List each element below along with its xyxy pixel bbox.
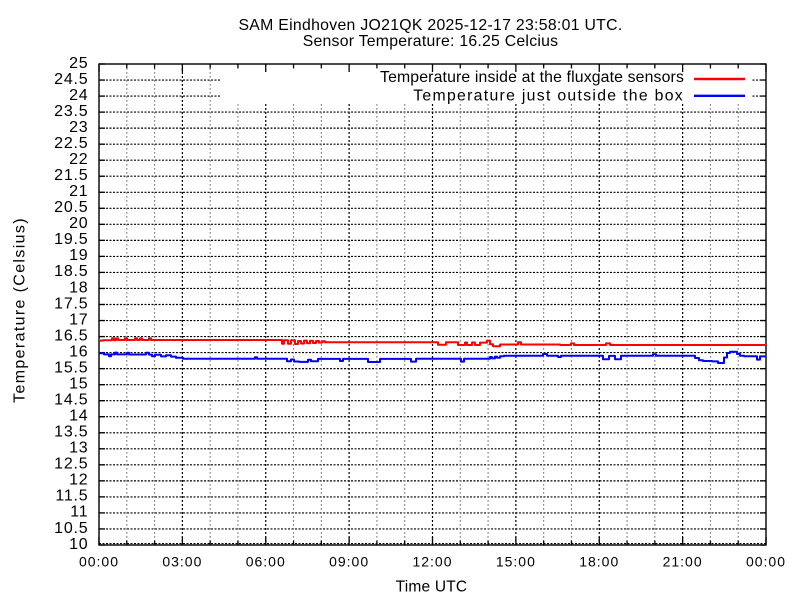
svg-text:15:00: 15:00 bbox=[496, 554, 536, 570]
svg-text:10.5: 10.5 bbox=[54, 520, 88, 537]
svg-text:23.5: 23.5 bbox=[54, 103, 88, 120]
svg-text:09:00: 09:00 bbox=[329, 554, 369, 570]
svg-text:Temperature just outside the b: Temperature just outside the box bbox=[413, 87, 684, 104]
svg-text:22: 22 bbox=[69, 151, 88, 168]
svg-text:Temperature inside at the flux: Temperature inside at the fluxgate senso… bbox=[380, 69, 684, 86]
svg-text:22.5: 22.5 bbox=[54, 135, 88, 152]
svg-text:18: 18 bbox=[69, 279, 88, 296]
svg-text:14: 14 bbox=[69, 408, 88, 425]
svg-text:20.5: 20.5 bbox=[54, 199, 88, 216]
svg-text:Sensor Temperature: 16.25 Celc: Sensor Temperature: 16.25 Celcius bbox=[303, 33, 559, 50]
svg-text:06:00: 06:00 bbox=[246, 554, 286, 570]
svg-text:03:00: 03:00 bbox=[162, 554, 202, 570]
svg-text:23: 23 bbox=[69, 119, 88, 136]
svg-text:24: 24 bbox=[69, 87, 88, 104]
svg-text:Temperature (Celsius): Temperature (Celsius) bbox=[12, 217, 29, 403]
svg-text:20: 20 bbox=[69, 215, 88, 232]
svg-text:17.5: 17.5 bbox=[54, 295, 88, 312]
svg-text:19.5: 19.5 bbox=[54, 231, 88, 248]
svg-text:00:00: 00:00 bbox=[746, 554, 786, 570]
svg-text:12:00: 12:00 bbox=[412, 554, 452, 570]
svg-text:15.5: 15.5 bbox=[54, 359, 88, 376]
svg-text:11.5: 11.5 bbox=[55, 488, 88, 505]
svg-text:17: 17 bbox=[69, 311, 88, 328]
svg-text:16.5: 16.5 bbox=[54, 327, 88, 344]
svg-text:16: 16 bbox=[69, 343, 88, 360]
svg-text:25: 25 bbox=[69, 55, 88, 72]
svg-text:15: 15 bbox=[69, 375, 88, 392]
svg-text:14.5: 14.5 bbox=[54, 392, 88, 409]
svg-text:00:00: 00:00 bbox=[79, 554, 119, 570]
svg-text:18:00: 18:00 bbox=[579, 554, 619, 570]
svg-text:12: 12 bbox=[69, 472, 88, 489]
svg-text:13.5: 13.5 bbox=[54, 424, 88, 441]
svg-text:SAM Eindhoven JO21QK 2025-12-1: SAM Eindhoven JO21QK 2025-12-17 23:58:01… bbox=[238, 17, 622, 34]
svg-text:11: 11 bbox=[70, 504, 88, 521]
svg-text:24.5: 24.5 bbox=[54, 71, 88, 88]
svg-text:21.5: 21.5 bbox=[54, 167, 88, 184]
svg-text:10: 10 bbox=[69, 536, 88, 553]
svg-text:19: 19 bbox=[69, 247, 88, 264]
svg-text:21:00: 21:00 bbox=[663, 554, 703, 570]
svg-text:13: 13 bbox=[69, 440, 88, 457]
svg-text:12.5: 12.5 bbox=[54, 456, 88, 473]
svg-text:18.5: 18.5 bbox=[54, 263, 88, 280]
svg-text:Time UTC: Time UTC bbox=[396, 579, 468, 596]
svg-text:21: 21 bbox=[69, 183, 88, 200]
